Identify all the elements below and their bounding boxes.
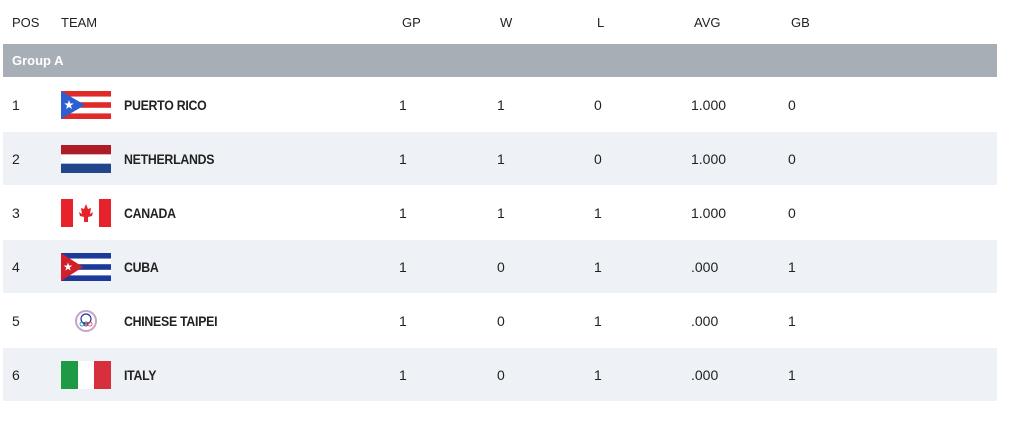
team-flag	[61, 306, 111, 335]
team-row: 1 PUERTO RICO 1 1 0 1.000 0	[3, 78, 997, 131]
header-cell: AVG	[694, 14, 721, 30]
stat-cell: 1.000	[691, 150, 727, 167]
stat-cell: 0	[497, 312, 505, 329]
stat-cell: 1	[788, 366, 796, 383]
stat-cell: 1	[399, 312, 407, 329]
stat-cell: .000	[691, 312, 719, 329]
stat-cell: 0	[497, 258, 505, 275]
header-row: POS TEAM GP W L AVG GB	[3, 0, 997, 44]
flag-icon	[61, 306, 111, 335]
stat-cell: 1	[594, 204, 602, 221]
stat-cell: 1	[399, 258, 407, 275]
team-name: ITALY	[124, 366, 157, 383]
stat-cell: 0	[788, 204, 796, 221]
stat-cell: 1	[12, 96, 20, 113]
header-cell: GB	[791, 14, 810, 30]
group-title: Group A	[12, 53, 64, 68]
group-row: Group A	[3, 44, 997, 77]
stat-cell: 1	[594, 312, 602, 329]
team-row: 3 CANADA 1 1 1 1.000 0	[3, 186, 997, 239]
team-name: CANADA	[124, 204, 176, 221]
stat-cell: 1	[497, 96, 505, 113]
stat-cell: 1	[399, 204, 407, 221]
stat-cell: 0	[497, 366, 505, 383]
team-flag	[61, 198, 111, 227]
stat-cell: 1	[788, 312, 796, 329]
team-name: NETHERLANDS	[124, 150, 215, 167]
stat-cell: 4	[12, 258, 20, 275]
stat-cell: 0	[594, 150, 602, 167]
flag-icon	[61, 252, 111, 281]
flag-icon	[61, 198, 111, 227]
team-row: 4 CUBA 1 0 1 .000 1	[3, 240, 997, 293]
stat-cell: 1	[399, 96, 407, 113]
stat-cell: 1	[399, 150, 407, 167]
stat-cell: 1.000	[691, 204, 727, 221]
header-cell: POS	[12, 14, 40, 30]
team-row: 6 ITALY 1 0 1 .000 1	[3, 348, 997, 401]
stat-cell: 1	[399, 366, 407, 383]
stat-cell: 0	[788, 96, 796, 113]
stat-cell: 5	[12, 312, 20, 329]
stat-cell: 6	[12, 366, 20, 383]
header-cell: W	[500, 14, 513, 30]
team-row: 5 CHINESE TAIPEI 1 0 1 .000 1	[3, 294, 997, 347]
stat-cell: 3	[12, 204, 20, 221]
team-name: PUERTO RICO	[124, 96, 207, 113]
stat-cell: 1	[594, 366, 602, 383]
stat-cell: 1	[788, 258, 796, 275]
stat-cell: 1	[594, 258, 602, 275]
team-flag	[61, 252, 111, 281]
header-cell: TEAM	[61, 14, 98, 30]
stat-cell: 1	[497, 150, 505, 167]
header-cell: L	[597, 14, 605, 30]
team-flag	[61, 360, 111, 389]
stat-cell: 1	[497, 204, 505, 221]
stat-cell: 1.000	[691, 96, 727, 113]
stat-cell: .000	[691, 258, 719, 275]
stat-cell: .000	[691, 366, 719, 383]
stat-cell: 2	[12, 150, 20, 167]
team-flag	[61, 144, 111, 173]
flag-icon	[61, 144, 111, 173]
team-row: 2 NETHERLANDS 1 1 0 1.000 0	[3, 132, 997, 185]
team-name: CUBA	[124, 258, 159, 275]
flag-icon	[61, 360, 111, 389]
stat-cell: 0	[788, 150, 796, 167]
stat-cell: 0	[594, 96, 602, 113]
team-name: CHINESE TAIPEI	[124, 312, 218, 329]
team-flag	[61, 90, 111, 119]
header-cell: GP	[402, 14, 421, 30]
flag-icon	[61, 90, 111, 119]
